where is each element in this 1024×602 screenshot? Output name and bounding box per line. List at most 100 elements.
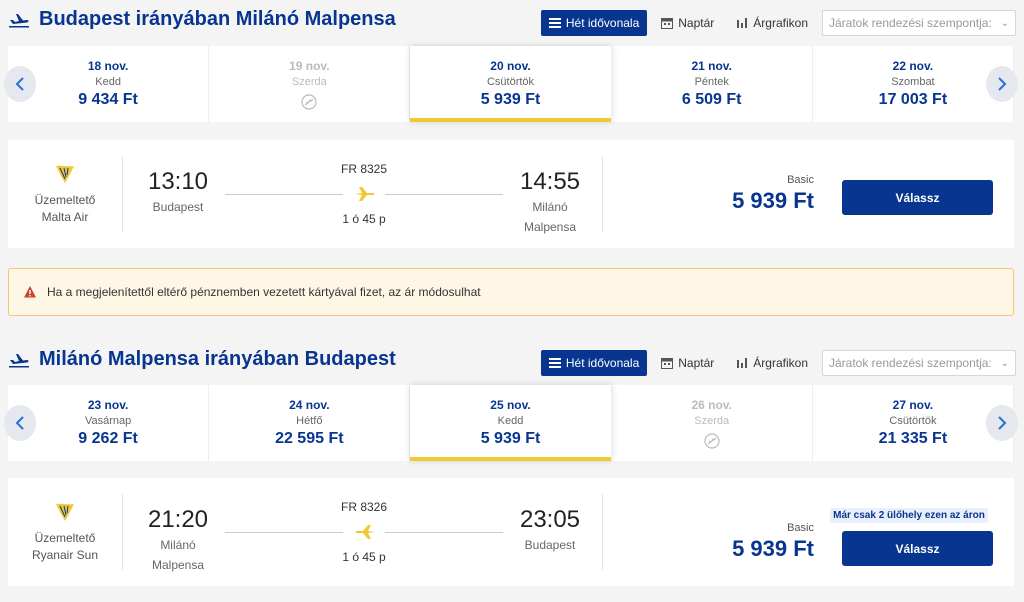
warning-icon: [24, 286, 36, 298]
calendar-icon: [661, 358, 674, 369]
fare-type: Basic: [787, 522, 814, 534]
inbound-date-cell[interactable]: 24 nov. Hétfő 22 595 Ft: [209, 385, 411, 461]
outbound-date-cell[interactable]: 22 nov. Szombat 17 003 Ft: [813, 46, 1015, 122]
outbound-date-cell-selected[interactable]: 20 nov. Csütörtök 5 939 Ft: [410, 46, 612, 122]
departure-time: 13:10: [147, 168, 209, 195]
outbound-date-cell[interactable]: 18 nov. Kedd 9 434 Ft: [8, 46, 210, 122]
date-price: 6 509 Ft: [681, 91, 742, 108]
weekday-label: Péntek: [694, 76, 729, 88]
outbound-calendar-view-button[interactable]: Naptár: [653, 10, 722, 36]
outbound-header: Budapest irányában Milánó Malpensa Hét i…: [0, 0, 1024, 40]
flight-duration: 1 ó 45 p: [342, 212, 386, 226]
weekday-label: Hétfő: [296, 415, 323, 427]
departure-block: 13:10 Budapest: [133, 168, 223, 218]
date-price: 5 939 Ft: [480, 91, 541, 108]
date-label: 24 nov.: [289, 398, 330, 412]
date-label: 25 nov.: [490, 398, 531, 412]
arrival-block: 23:05 Budapest: [505, 506, 595, 556]
chart-view-label: Árgrafikon: [753, 16, 808, 30]
arrival-place: Milánó: [532, 200, 568, 214]
select-outbound-flight-button[interactable]: Válassz: [842, 180, 993, 215]
chart-view-label: Árgrafikon: [753, 356, 808, 370]
inbound-calendar-view-button[interactable]: Naptár: [653, 350, 722, 376]
inbound-week-view-button[interactable]: Hét idővonala: [540, 350, 648, 376]
route-line: [385, 194, 503, 195]
outbound-next-dates-button[interactable]: [986, 66, 1018, 102]
date-price: 9 262 Ft: [78, 430, 138, 447]
date-price: 5 939 Ft: [480, 430, 541, 447]
inbound-date-cell-selected[interactable]: 25 nov. Kedd 5 939 Ft: [410, 385, 612, 461]
operator-label: Üzemeltető: [34, 531, 96, 545]
week-view-label: Hét idővonala: [565, 16, 640, 30]
route-line: [385, 532, 503, 533]
flight-duration: 1 ó 45 p: [342, 550, 386, 564]
ryanair-harp-logo-icon: [56, 503, 74, 521]
outbound-sort-select[interactable]: Járatok rendezési szempontja: ⌄: [822, 10, 1016, 36]
weekday-label: Vasárnap: [84, 415, 132, 427]
bar-chart-icon: [737, 18, 748, 28]
fare-block: Basic 5 939 Ft: [732, 522, 814, 562]
date-price: 22 595 Ft: [275, 430, 344, 447]
outbound-title-row: Budapest irányában Milánó Malpensa: [8, 8, 396, 31]
outbound-title: Budapest irányában Milánó Malpensa: [39, 8, 396, 30]
inbound-sort-select[interactable]: Járatok rendezési szempontja: ⌄: [822, 350, 1016, 376]
flight-number: FR 8325: [340, 162, 388, 176]
flight-number: FR 8326: [340, 500, 388, 514]
inbound-date-cell[interactable]: 27 nov. Csütörtök 21 335 Ft: [813, 385, 1015, 461]
arrival-place: Budapest: [524, 538, 576, 552]
date-label: 27 nov.: [892, 398, 934, 412]
bar-chart-icon: [737, 358, 748, 368]
inbound-title: Milánó Malpensa irányában Budapest: [39, 348, 396, 370]
fare-price: 5 939 Ft: [732, 536, 814, 561]
date-label: 21 nov.: [691, 59, 732, 73]
chevron-down-icon: ⌄: [1000, 17, 1009, 29]
outbound-view-toolbar: Hét idővonala Naptár Árgrafikon Járatok …: [540, 10, 1016, 36]
inbound-header: Milánó Malpensa irányában Budapest Hét i…: [0, 340, 1024, 380]
weekday-label: Szerda: [291, 75, 327, 88]
fare-block: Basic 5 939 Ft: [732, 174, 814, 214]
outbound-date-strip: 18 nov. Kedd 9 434 Ft 19 nov. Szerda 20 …: [4, 46, 1018, 122]
week-view-label: Hét idővonala: [565, 356, 640, 370]
inbound-title-row: Milánó Malpensa irányában Budapest: [8, 348, 396, 371]
outbound-prev-dates-button[interactable]: [4, 66, 36, 102]
sort-placeholder: Járatok rendezési szempontja:: [829, 356, 992, 370]
inbound-prev-dates-button[interactable]: [4, 405, 36, 441]
departure-plane-icon: [9, 13, 29, 27]
outbound-chart-view-button[interactable]: Árgrafikon: [728, 10, 816, 36]
inbound-date-cell-disabled: 26 nov. Szerda: [612, 385, 813, 461]
operator-name: Ryanair Sun: [31, 548, 99, 562]
flight-route-info: FR 8326 1 ó 45 p: [223, 500, 505, 570]
inbound-chart-view-button[interactable]: Árgrafikon: [728, 350, 816, 376]
inbound-date-strip: 23 nov. Vasárnap 9 262 Ft 24 nov. Hétfő …: [4, 385, 1018, 461]
list-icon: [548, 18, 561, 28]
route-line: [225, 532, 343, 533]
arrival-block: 14:55 Milánó Malpensa: [505, 168, 595, 236]
arrival-time: 23:05: [519, 506, 581, 533]
sort-placeholder: Járatok rendezési szempontja:: [829, 16, 992, 30]
calendar-view-label: Naptár: [678, 356, 715, 370]
inbound-flight-card[interactable]: Üzemeltető Ryanair Sun 21:20 Milánó Malp…: [8, 478, 1014, 586]
weekday-label: Kedd: [95, 76, 121, 88]
outbound-flight-card[interactable]: Üzemeltető Malta Air 13:10 Budapest FR 8…: [8, 140, 1014, 248]
outbound-week-view-button[interactable]: Hét idővonala: [540, 10, 648, 36]
date-price: 21 335 Ft: [878, 430, 948, 447]
departure-place: Milánó: [160, 538, 196, 552]
chevron-left-icon: [15, 416, 24, 430]
route-line: [225, 194, 343, 195]
fare-type: Basic: [787, 174, 814, 186]
inbound-view-toolbar: Hét idővonala Naptár Árgrafikon Járatok …: [540, 350, 1016, 376]
date-label: 19 nov.: [289, 58, 330, 73]
inbound-next-dates-button[interactable]: [986, 405, 1018, 441]
outbound-date-cell[interactable]: 21 nov. Péntek 6 509 Ft: [612, 46, 813, 122]
weekday-label: Csütörtök: [889, 415, 937, 427]
list-icon: [548, 358, 561, 368]
date-label: 22 nov.: [892, 59, 934, 73]
limited-seats-badge: Már csak 2 ülőhely ezen az áron: [830, 508, 988, 523]
date-label: 26 nov.: [691, 397, 732, 412]
operator-block: Üzemeltető Malta Air: [8, 156, 123, 232]
select-inbound-flight-button[interactable]: Válassz: [842, 531, 993, 566]
inbound-date-cell[interactable]: 23 nov. Vasárnap 9 262 Ft: [8, 385, 210, 461]
airplane-icon: [355, 187, 375, 201]
weekday-label: Szombat: [891, 76, 935, 88]
chevron-left-icon: [15, 77, 24, 91]
